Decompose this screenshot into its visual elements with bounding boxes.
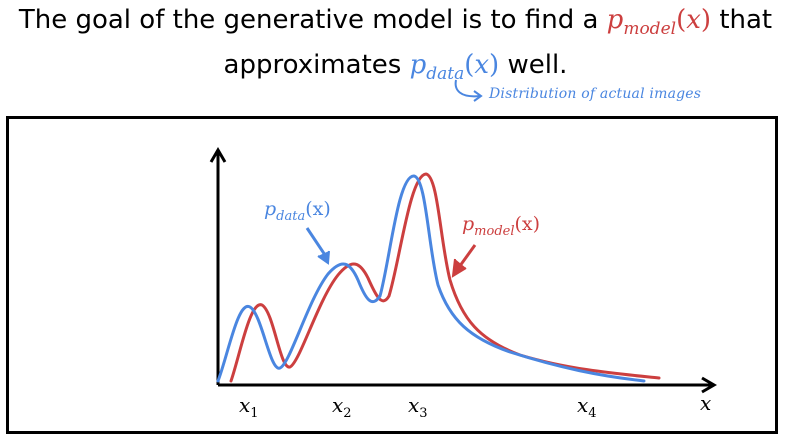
x-axis-arrowhead-icon: [701, 376, 717, 394]
p-model-curve: [229, 172, 661, 383]
p-model-label: pmodel(x): [462, 213, 540, 239]
tick-x2-base: x: [332, 393, 344, 417]
p-model-x: x: [686, 5, 701, 35]
title-line-1: The goal of the generative model is to f…: [0, 2, 791, 47]
p-model-label-arg: (x): [514, 213, 541, 235]
p-data-label-sub: data: [276, 209, 306, 224]
title-line-2: approximates pdata(x) well.: [0, 47, 791, 92]
tick-x4: x4: [577, 393, 597, 421]
p-model-pointer-arrowhead-icon: [451, 258, 467, 278]
slide-title: The goal of the generative model is to f…: [0, 2, 791, 92]
tick-x4-sub: 4: [588, 406, 597, 421]
tick-x2-sub: 2: [343, 406, 352, 421]
distribution-annotation: Distribution of actual images: [489, 86, 702, 102]
tick-x3-base: x: [408, 393, 420, 417]
tick-x4-base: x: [577, 393, 589, 417]
p-data-label-p: p: [264, 198, 277, 220]
tick-x3: x3: [408, 393, 428, 421]
p-data-sub: data: [426, 64, 465, 84]
title-line2-prefix: approximates: [223, 50, 402, 80]
tick-x1-base: x: [239, 393, 251, 417]
plot-frame: [6, 116, 778, 434]
tick-x1: x1: [239, 393, 259, 421]
p-data-pointer-arrowhead-icon: [317, 250, 330, 265]
p-data-label-arg: (x): [305, 198, 331, 220]
curved-arrow-icon: [454, 79, 483, 102]
p-model-sub: model: [623, 19, 677, 39]
p-model-label-sub: model: [474, 224, 515, 239]
p-data-rparen: ): [489, 50, 500, 80]
p-model-rparen: ): [700, 5, 712, 35]
y-axis-arrowhead-icon: [209, 147, 227, 163]
p-data-curve: [216, 174, 646, 383]
p-data-pointer: [305, 227, 329, 259]
p-model-label-p: p: [462, 213, 475, 235]
title-line2-suffix: well.: [507, 50, 568, 80]
p-model-lparen: (: [676, 5, 687, 35]
p-data-label: pdata(x): [264, 198, 331, 224]
title-line1-prefix: The goal of the generative model is to f…: [18, 5, 599, 35]
p-model-expression: pmodel(x): [606, 5, 712, 39]
p-data-lparen: (: [464, 50, 475, 80]
tick-x2: x2: [332, 393, 352, 421]
p-model-p: p: [606, 5, 624, 35]
x-axis-label: x: [700, 391, 712, 415]
tick-x3-sub: 3: [419, 406, 428, 421]
title-line1-suffix: that: [719, 5, 773, 35]
p-data-p: p: [409, 50, 427, 80]
tick-x1-sub: 1: [250, 406, 259, 421]
p-data-expression: pdata(x): [409, 50, 500, 84]
p-data-x: x: [474, 50, 490, 80]
